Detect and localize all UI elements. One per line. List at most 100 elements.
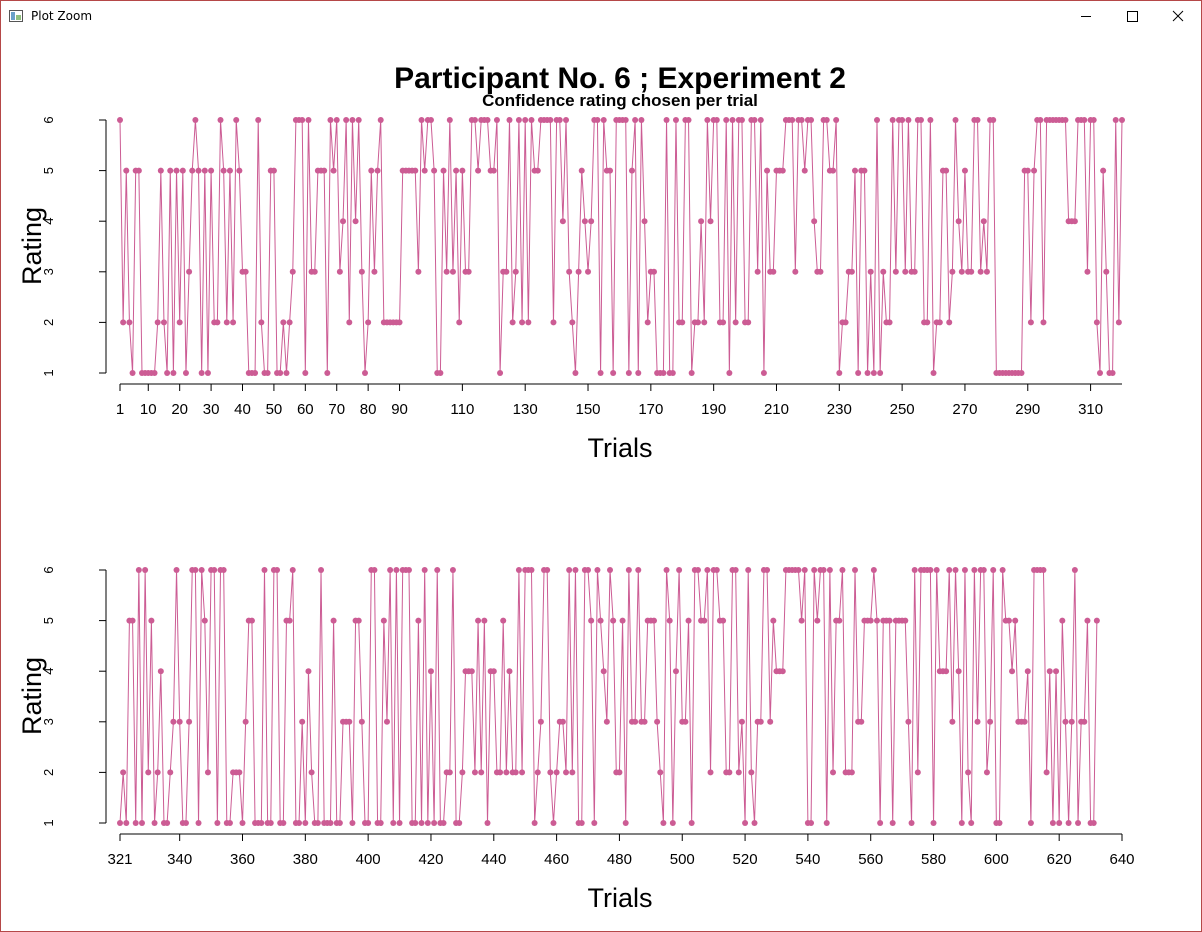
data-point (296, 820, 303, 826)
data-point (490, 167, 497, 174)
x-tick-label: 30 (203, 401, 220, 418)
data-point (663, 117, 670, 123)
data-point (431, 167, 438, 174)
data-point (987, 718, 994, 725)
data-point (1040, 319, 1047, 326)
data-point (911, 567, 918, 573)
data-point (145, 769, 152, 776)
data-point (867, 268, 874, 275)
data-point (1037, 117, 1044, 123)
data-point (138, 820, 145, 826)
data-point (220, 567, 227, 573)
data-point (248, 617, 255, 624)
data-point (676, 567, 683, 573)
data-point (534, 769, 541, 776)
data-point (318, 567, 325, 573)
data-point (660, 370, 667, 376)
data-point (446, 769, 453, 776)
x-tick-label: 130 (513, 401, 538, 418)
data-point (274, 567, 281, 573)
close-button[interactable] (1155, 1, 1201, 31)
data-point (427, 117, 434, 123)
data-point (283, 370, 290, 376)
data-point (418, 117, 425, 123)
data-point (493, 117, 500, 123)
data-point (911, 268, 918, 275)
data-point (151, 820, 158, 826)
data-point (289, 567, 296, 573)
data-point (808, 820, 815, 826)
data-point (525, 319, 532, 326)
data-point (694, 567, 701, 573)
data-point (380, 617, 387, 624)
title-bar[interactable]: Plot Zoom (1, 1, 1201, 31)
data-point (255, 117, 262, 123)
data-point (528, 567, 535, 573)
data-point (160, 319, 167, 326)
data-point (1009, 668, 1016, 675)
data-point (707, 218, 714, 225)
data-point (726, 769, 733, 776)
data-point (277, 370, 284, 376)
data-point (377, 820, 384, 826)
data-point (1090, 117, 1097, 123)
x-tick-label: 1 (116, 401, 124, 418)
data-point (1021, 718, 1028, 725)
data-point (808, 117, 815, 123)
data-point (1024, 167, 1031, 174)
data-point (374, 167, 381, 174)
data-point (663, 567, 670, 573)
x-tick-label: 90 (391, 401, 408, 418)
data-point (820, 567, 827, 573)
x-tick-label: 230 (827, 401, 852, 418)
data-point (336, 820, 343, 826)
data-point (211, 567, 218, 573)
data-point (456, 820, 463, 826)
data-point (371, 567, 378, 573)
y-tick-label: 2 (41, 769, 56, 776)
x-tick-label: 270 (952, 401, 977, 418)
data-point (534, 167, 541, 174)
data-point (471, 769, 478, 776)
data-point (644, 319, 651, 326)
y-tick-label: 4 (41, 218, 56, 225)
minimize-button[interactable] (1063, 1, 1109, 31)
data-point (1071, 567, 1078, 573)
data-point (1053, 668, 1060, 675)
maximize-button[interactable] (1109, 1, 1155, 31)
data-point (1062, 718, 1069, 725)
data-point (1031, 167, 1038, 174)
data-point (848, 769, 855, 776)
data-point (594, 117, 601, 123)
data-point (914, 769, 921, 776)
data-point (764, 167, 771, 174)
series-line (119, 119, 1123, 374)
x-tick-label: 580 (921, 851, 946, 868)
data-point (132, 820, 139, 826)
data-point (864, 370, 871, 376)
data-point (958, 820, 965, 826)
data-point (622, 820, 629, 826)
data-point (503, 268, 510, 275)
data-point (415, 268, 422, 275)
y-tick-label: 2 (41, 319, 56, 326)
data-point (208, 167, 215, 174)
x-axis-label-top: Trials (588, 433, 653, 463)
data-point (814, 617, 821, 624)
data-point (949, 718, 956, 725)
data-point (751, 117, 758, 123)
y-tick-label: 3 (41, 268, 56, 275)
x-tick-label: 70 (328, 401, 345, 418)
data-point (597, 617, 604, 624)
x-tick-label: 210 (764, 401, 789, 418)
data-point (732, 319, 739, 326)
data-point (933, 567, 940, 573)
data-point (996, 820, 1003, 826)
data-point (757, 117, 764, 123)
x-axis-label-bottom: Trials (588, 883, 653, 913)
data-point (167, 769, 174, 776)
data-point (186, 718, 193, 725)
y-axis-bottom: 1 2 3 4 5 6 (41, 566, 107, 827)
x-tick-label: 310 (1078, 401, 1103, 418)
data-point (173, 567, 180, 573)
